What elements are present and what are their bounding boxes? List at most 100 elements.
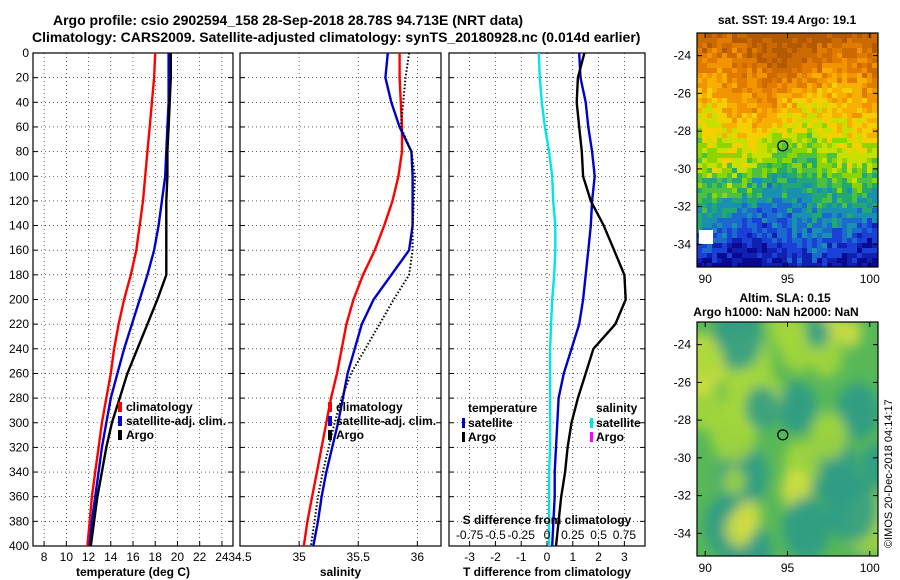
sst-cell [862,63,868,69]
sst-cell [787,83,793,89]
sst-cell [752,118,758,124]
sst-cell [717,33,723,39]
sst-cell [757,98,763,104]
sst-cell [777,198,783,204]
sst-cell [707,143,713,149]
map-y-tick-label: -26 [674,375,692,389]
sst-cell [752,168,758,174]
sst-cell [832,83,838,89]
sst-cell [747,128,753,134]
sst-cell [862,68,868,74]
depth-tick-label: 380 [9,514,29,528]
sst-cell [727,233,733,239]
sst-cell [727,113,733,119]
sst-cell [807,113,813,119]
sst-cell [787,113,793,119]
sst-cell [707,158,713,164]
sst-cell [772,138,778,144]
sst-cell [702,118,708,124]
sst-cell [822,48,828,54]
sst-cell [717,218,723,224]
sst-cell [822,68,828,74]
sst-cell [852,43,858,49]
sst-cell [847,38,853,44]
sst-cell [707,168,713,174]
sst-cell [847,123,853,129]
sst-cell [872,123,878,129]
sst-cell [802,33,808,39]
sst-cell [712,193,718,199]
sst-cell [827,98,833,104]
sst-cell [867,68,873,74]
sst-cell [807,208,813,214]
sst-cell [837,213,843,219]
sst-cell [807,128,813,134]
sst-cell [867,193,873,199]
sst-cell [727,88,733,94]
top-tick-label: 0.75 [613,528,637,542]
sst-cell [702,123,708,129]
sst-cell [737,68,743,74]
sst-cell [797,143,803,149]
sst-cell [772,83,778,89]
sst-cell [732,238,738,244]
x-tick-label: 12 [82,550,96,564]
sst-cell [762,153,768,159]
sst-cell [707,253,713,259]
sst-cell [812,48,818,54]
sst-cell [732,168,738,174]
sst-cell [777,118,783,124]
sst-cell [767,173,773,179]
sst-cell [822,113,828,119]
sst-cell [792,133,798,139]
sst-cell [862,103,868,109]
sst-cell [712,78,718,84]
sst-cell [872,133,878,139]
sst-cell [817,213,823,219]
sst-cell [717,78,723,84]
sst-cell [832,113,838,119]
sst-cell [737,193,743,199]
sst-cell [837,223,843,229]
sst-cell [767,63,773,69]
sst-cell [812,158,818,164]
sst-cell [852,218,858,224]
sst-cell [857,208,863,214]
sst-cell [702,108,708,114]
sst-cell [717,118,723,124]
sst-cell [727,68,733,74]
sst-cell [762,203,768,209]
sst-cell [702,73,708,79]
sst-cell [792,138,798,144]
sst-cell [862,123,868,129]
depth-tick-label: 200 [9,293,29,307]
sst-cell [747,233,753,239]
sst-cell [837,128,843,134]
sst-cell [812,153,818,159]
sst-cell [827,38,833,44]
sst-cell [842,68,848,74]
sst-cell [752,193,758,199]
sst-cell [812,58,818,64]
sst-cell [782,178,788,184]
sst-cell [747,188,753,194]
sst-cell [872,38,878,44]
sst-cell [787,263,793,267]
sst-cell [837,253,843,259]
sst-cell [827,198,833,204]
sst-cell [742,243,748,249]
sst-cell [742,188,748,194]
sst-cell [747,98,753,104]
sst-cell [832,198,838,204]
sst-cell [852,198,858,204]
sst-cell [782,193,788,199]
sst-cell [782,258,788,264]
sst-cell [747,218,753,224]
sst-cell [807,68,813,74]
sst-cell [852,78,858,84]
sst-cell [727,43,733,49]
sst-cell [862,128,868,134]
sst-cell [872,83,878,89]
sst-cell [842,243,848,249]
sst-cell [777,63,783,69]
